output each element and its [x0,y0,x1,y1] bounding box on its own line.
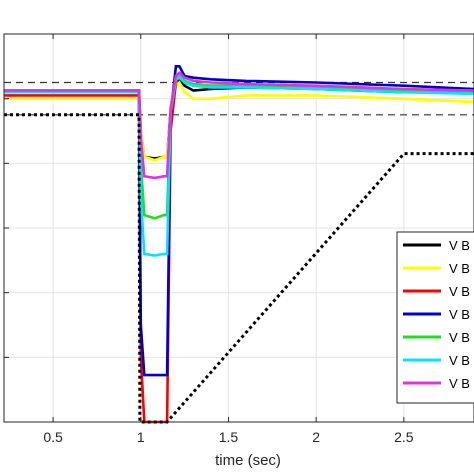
x-tick-label: 0.5 [43,429,63,445]
legend-box [396,231,474,404]
x-tick-label: 2 [312,429,320,445]
x-tick-label: 2.5 [394,429,414,445]
series-line-6 [4,71,474,180]
x-tick-label: 1.5 [219,429,239,445]
legend-label: V B [449,284,470,299]
legend-label: V B [449,307,470,322]
series-lines [4,65,474,424]
legend-label: V B [449,238,470,253]
legend: V B V B V B V B V B V B V B [396,231,474,404]
legend-label: V B [449,261,470,276]
x-axis-ticks: 0.5 1 1.5 2 2.5 [4,34,414,445]
legend-label: V B [449,353,470,368]
x-tick-label: 1 [137,429,145,445]
legend-label: V B [449,376,470,391]
x-axis-label: time (sec) [215,452,281,469]
legend-label: V B [449,330,470,345]
series-line-3 [4,65,474,377]
